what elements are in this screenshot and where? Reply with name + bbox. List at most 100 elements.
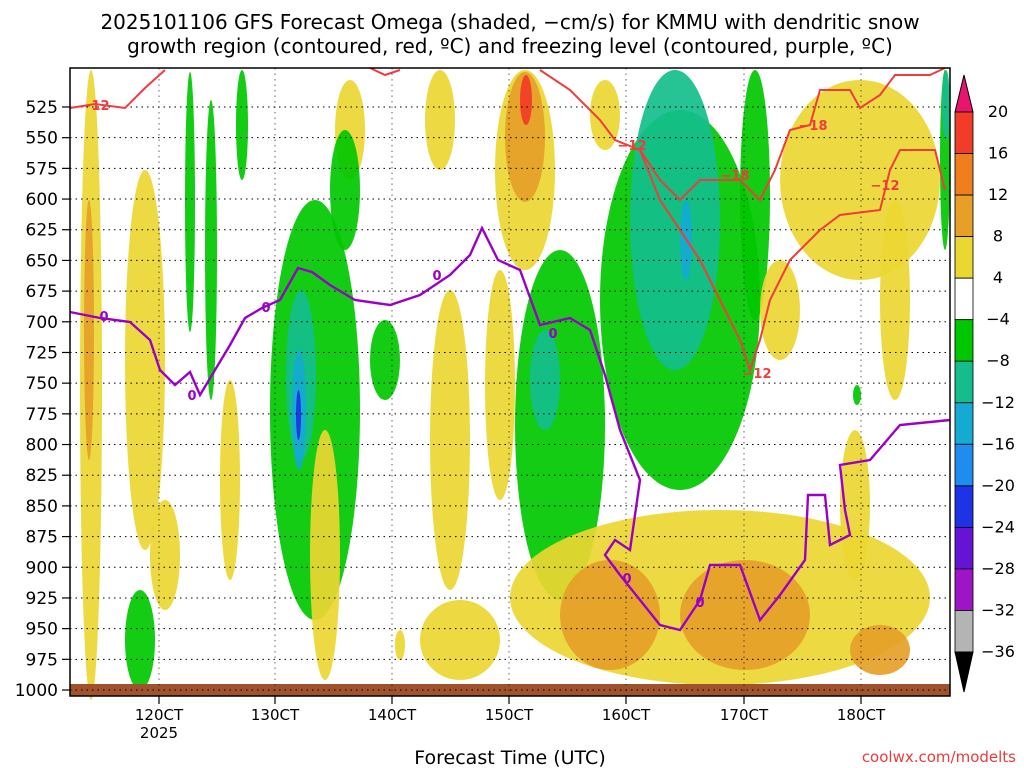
omega-blob <box>680 560 810 670</box>
omega-blob <box>395 630 405 660</box>
colorbar-label: −20 <box>981 476 1015 495</box>
freezing-contour-label: 0 <box>548 327 557 342</box>
omega-blob <box>840 430 870 580</box>
colorbar-segment <box>954 194 974 238</box>
colorbar-label: −16 <box>981 434 1015 453</box>
freezing-contour-label: 0 <box>261 301 270 316</box>
y-tick-label: 575 <box>26 159 58 179</box>
omega-blob <box>430 290 470 590</box>
omega-blob <box>942 70 950 140</box>
colorbar: 20 16 12 8 4 −4 −8 −12 −16 −20 −24 −28 −32 −36 <box>954 74 1015 693</box>
freezing-contour-label: 0 <box>695 596 704 611</box>
omega-blob <box>630 70 720 370</box>
omega-blob <box>760 260 800 360</box>
y-tick-label: 725 <box>26 343 58 363</box>
colorbar-segment <box>954 360 974 404</box>
colorbar-label: −12 <box>981 393 1015 412</box>
x-tick-label: 180CT <box>837 706 886 724</box>
omega-blob <box>185 72 195 332</box>
omega-blob <box>236 70 248 180</box>
omega-blob <box>780 80 940 280</box>
x-axis-ticks: 120CT 130CT 140CT 150CT 160CT 170CT 180CT <box>135 696 886 724</box>
chart-title-line2: growth region (contoured, red, ºC) and f… <box>127 34 893 58</box>
dgz-contour-lower <box>639 149 946 374</box>
credit-text: coolwx.com/modelts <box>862 748 1016 766</box>
x-tick-label: 120CT <box>135 706 184 724</box>
colorbar-label: 12 <box>988 185 1008 204</box>
omega-blob <box>530 330 560 430</box>
x-tick-label: 130CT <box>251 706 300 724</box>
x-tick-label: 150CT <box>485 706 534 724</box>
dgz-contour-upper <box>369 67 946 202</box>
y-tick-label: 925 <box>26 589 58 609</box>
omega-blob <box>485 270 515 500</box>
omega-blob <box>853 385 861 405</box>
omega-blob <box>590 80 620 150</box>
colorbar-segment <box>954 402 974 445</box>
colorbar-label: −36 <box>981 642 1015 661</box>
omega-blob <box>370 320 400 400</box>
contours: −12 −12 −18 −12 −18 −12 0 0 0 0 0 0 0 <box>69 67 951 632</box>
colorbar-bottom-arrow <box>954 651 974 693</box>
x-axis-year: 2025 <box>140 724 178 742</box>
colorbar-segment <box>954 526 974 570</box>
colorbar-label: 16 <box>988 144 1008 163</box>
colorbar-label: −32 <box>981 600 1015 619</box>
dgz-contour-label: −12 <box>618 139 647 154</box>
omega-blob <box>520 75 532 125</box>
y-tick-label: 900 <box>26 558 58 578</box>
colorbar-segment <box>954 236 974 279</box>
y-tick-label: 550 <box>26 129 58 149</box>
x-tick-label: 160CT <box>602 706 651 724</box>
freezing-contour-label: 0 <box>99 310 108 325</box>
omega-blob <box>220 380 240 580</box>
dgz-contour-label: −18 <box>721 169 750 184</box>
y-tick-label: 675 <box>26 282 58 302</box>
colorbar-segment <box>954 610 974 653</box>
y-tick-label: 975 <box>26 650 58 670</box>
x-tick-label: 170CT <box>720 706 769 724</box>
omega-blob <box>330 130 360 250</box>
y-tick-label: 950 <box>26 620 58 640</box>
y-tick-label: 825 <box>26 466 58 486</box>
colorbar-segment <box>954 319 974 362</box>
freezing-level-contour <box>69 225 951 632</box>
y-tick-label: 850 <box>26 497 58 517</box>
y-tick-label: 600 <box>26 190 58 210</box>
x-axis-title: Forecast Time (UTC) <box>414 747 605 768</box>
omega-blob <box>560 560 660 670</box>
colorbar-label: −8 <box>986 351 1010 370</box>
colorbar-segment <box>954 485 974 528</box>
y-tick-label: 700 <box>26 313 58 333</box>
plot-frame <box>69 67 951 697</box>
y-tick-label: 1000 <box>15 681 58 701</box>
colorbar-segment <box>954 568 974 611</box>
omega-blob <box>420 600 500 680</box>
omega-blob <box>850 625 910 675</box>
omega-blob <box>425 70 455 170</box>
colorbar-top-arrow <box>954 74 974 113</box>
colorbar-segment <box>954 443 974 487</box>
colorbar-label: −4 <box>986 310 1010 329</box>
freezing-contour-label: 0 <box>622 572 631 587</box>
colorbar-segment <box>954 153 974 196</box>
dgz-contour-label: −12 <box>81 99 110 114</box>
colorbar-label: 8 <box>993 227 1003 246</box>
omega-blob <box>150 500 180 610</box>
omega-blob <box>125 590 155 690</box>
omega-blob <box>880 200 910 400</box>
dgz-contour-label: −12 <box>871 179 900 194</box>
y-tick-label: 800 <box>26 436 58 456</box>
colorbar-label: 20 <box>988 102 1008 121</box>
omega-blob <box>310 430 340 680</box>
freezing-contour-label: 0 <box>187 389 196 404</box>
y-tick-label: 625 <box>26 221 58 241</box>
colorbar-label: −28 <box>981 559 1015 578</box>
x-tick-label: 140CT <box>368 706 417 724</box>
omega-blob <box>205 100 217 400</box>
y-tick-label: 525 <box>26 98 58 118</box>
freezing-contour-label: 0 <box>432 269 441 284</box>
colorbar-segment <box>954 111 974 154</box>
colorbar-segment <box>954 277 974 321</box>
